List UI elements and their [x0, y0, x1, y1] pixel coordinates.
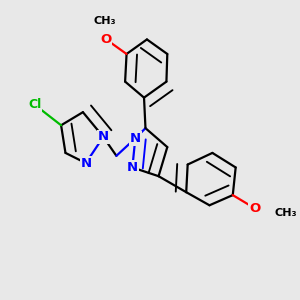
Text: Cl: Cl	[28, 98, 41, 111]
Text: N: N	[98, 130, 109, 143]
Text: CH₃: CH₃	[275, 208, 298, 218]
Text: O: O	[100, 33, 112, 46]
Text: N: N	[80, 157, 92, 169]
Text: CH₃: CH₃	[94, 16, 116, 26]
Text: N: N	[130, 132, 141, 145]
Text: O: O	[249, 202, 260, 215]
Text: N: N	[127, 161, 138, 174]
